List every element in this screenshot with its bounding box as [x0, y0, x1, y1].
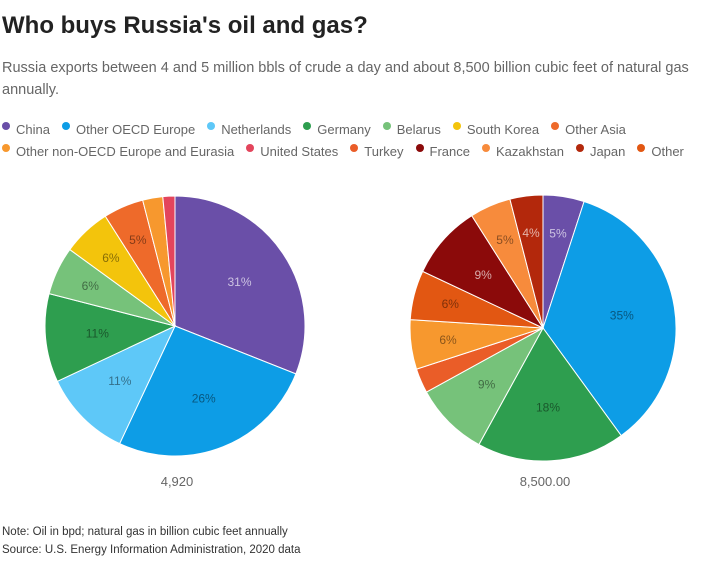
legend-dot-icon: [246, 144, 255, 152]
legend-dot-icon: [303, 122, 312, 130]
legend-dot-icon: [415, 144, 424, 152]
slice-label: 5%: [496, 233, 514, 247]
legend: China Other OECD Europe Netherlands Germany…: [2, 119, 718, 163]
legend-label: Kazakhstan: [496, 144, 564, 159]
legend-label: Other OECD Europe: [75, 122, 196, 137]
pie-total-label: 8,500.00: [520, 474, 571, 489]
source: Source: U.S. Energy Information Administ…: [2, 544, 301, 556]
legend-item: Turkey: [350, 141, 404, 163]
slice-label: 35%: [610, 309, 634, 323]
legend-item: Other OECD Europe: [61, 119, 196, 141]
legend-item: Germany: [303, 119, 371, 141]
note: Note: Oil in bpd; natural gas in billion…: [2, 526, 288, 538]
legend-label: South Korea: [466, 122, 540, 137]
legend-item: Other Asia: [551, 119, 626, 141]
legend-dot-icon: [551, 122, 560, 130]
pie-slice: [509, 194, 544, 329]
slice-label: 11%: [108, 374, 131, 388]
legend-item: Japan: [575, 141, 626, 163]
legend-dot-icon: [482, 144, 490, 152]
legend-dot-icon: [637, 144, 646, 152]
pie-total-label: 4,920: [161, 474, 194, 489]
legend-label: France: [429, 144, 470, 159]
pie-slice: [44, 293, 177, 383]
legend-dot-icon: [2, 122, 10, 130]
pie-slice: [56, 324, 177, 445]
legend-item: China: [2, 119, 50, 141]
pie-slice: [162, 195, 176, 327]
legend-dot-icon: [452, 122, 461, 130]
legend-label: Belarus: [396, 122, 441, 137]
slice-label: 9%: [478, 377, 496, 391]
legend-dot-icon: [575, 144, 584, 152]
slice-label: 26%: [192, 392, 216, 406]
slice-label: 6%: [442, 297, 460, 311]
legend-item: Belarus: [382, 119, 441, 141]
slice-label: 5%: [549, 226, 567, 240]
pie-slice: [478, 327, 622, 462]
legend-dot-icon: [350, 144, 359, 152]
legend-label: Japan: [589, 144, 626, 159]
legend-item: Kazakhstan: [482, 141, 564, 163]
legend-item: Other: [637, 141, 684, 163]
slice-label: 11%: [86, 326, 109, 340]
pie-slice: [542, 200, 677, 437]
slice-label: 31%: [227, 275, 251, 289]
slice-label: 18%: [536, 401, 560, 415]
legend-dot-icon: [382, 122, 391, 130]
legend-item: South Korea: [452, 119, 540, 141]
legend-label: Turkey: [364, 144, 404, 159]
chart-subtitle: Russia exports between 4 and 5 million b…: [2, 60, 689, 98]
legend-item: Other non-OECD Europe and Eurasia: [2, 141, 234, 163]
legend-label: China: [16, 122, 50, 137]
legend-label: Germany: [317, 122, 371, 137]
legend-dot-icon: [207, 122, 216, 130]
legend-label: Netherlands: [221, 122, 292, 137]
legend-dot-icon: [61, 122, 70, 130]
legend-label: United States: [260, 144, 339, 159]
legend-item: Netherlands: [207, 119, 291, 141]
legend-label: Other: [651, 144, 684, 159]
slice-label: 9%: [474, 268, 492, 282]
slice-label: 6%: [82, 279, 100, 293]
pie-slice: [174, 195, 306, 375]
pie-slice: [118, 325, 297, 457]
chart-title: Who buys Russia's oil and gas?: [2, 12, 368, 39]
legend-item: United States: [246, 141, 338, 163]
legend-dot-icon: [2, 144, 10, 152]
legend-item: France: [415, 141, 470, 163]
legend-label: Other non-OECD Europe and Eurasia: [16, 144, 235, 159]
slice-label: 5%: [129, 233, 147, 247]
slice-label: 6%: [102, 251, 120, 265]
legend-label: Other Asia: [565, 122, 626, 137]
slice-label: 6%: [439, 333, 457, 347]
slice-label: 4%: [522, 226, 540, 240]
